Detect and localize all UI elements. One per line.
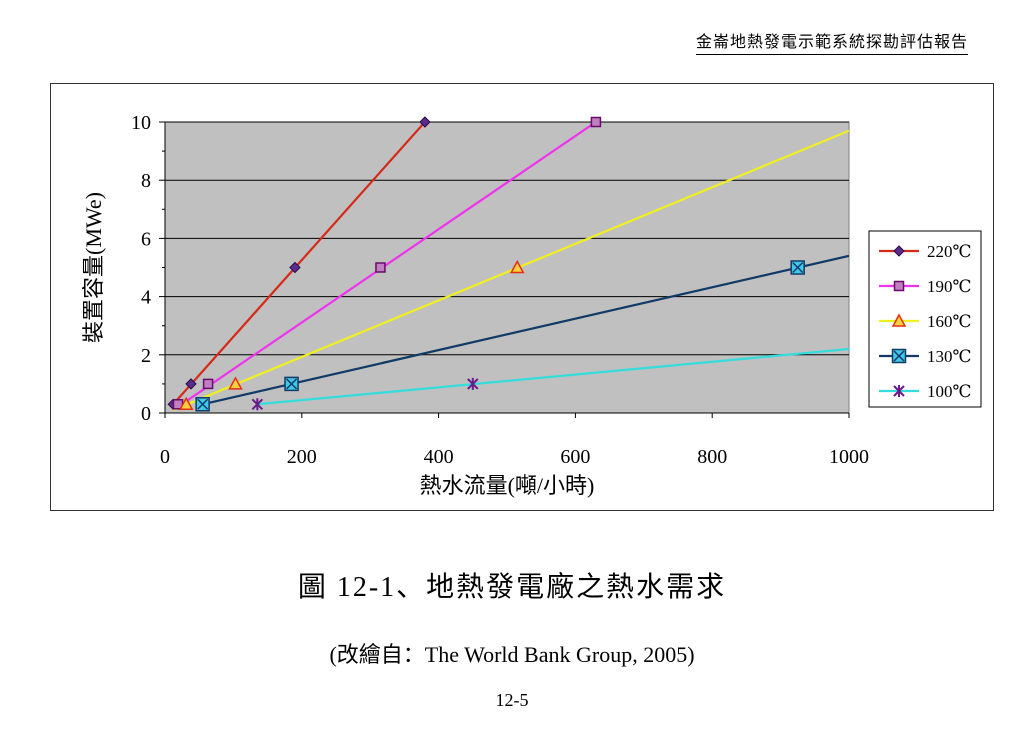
legend-label: 220℃ bbox=[927, 242, 972, 261]
data-point bbox=[375, 262, 386, 273]
series-line-3 bbox=[172, 129, 849, 412]
y-tick-label: 8 bbox=[141, 170, 151, 192]
legend-label: 100℃ bbox=[927, 382, 972, 401]
y-tick-label: 2 bbox=[141, 345, 151, 367]
figure-source: (改繪自：The World Bank Group, 2005) bbox=[329, 642, 695, 667]
plot-area bbox=[164, 121, 850, 414]
y-tick-label: 10 bbox=[131, 112, 151, 134]
data-point bbox=[185, 378, 197, 390]
data-point bbox=[178, 396, 194, 411]
data-point bbox=[509, 259, 525, 274]
legend-item: 160℃ bbox=[879, 312, 972, 331]
line-chart: 0 2 4 6 8 10 0 200 400 600 800 1000 熱水流量(噸/小時) 裝置容量(M… bbox=[81, 112, 982, 498]
legend-marker bbox=[893, 280, 905, 292]
data-point bbox=[284, 376, 299, 392]
x-tick-label: 0 bbox=[160, 446, 170, 468]
page-number: 12-5 bbox=[495, 690, 529, 710]
x-tick-label: 800 bbox=[697, 446, 727, 468]
data-point bbox=[467, 377, 479, 390]
chart-frame: 0 2 4 6 8 10 0 200 400 600 800 1000 熱水流量(噸/小時) 裝置容量(M… bbox=[50, 83, 994, 511]
legend-item: 100℃ bbox=[879, 382, 972, 401]
legend-box bbox=[868, 230, 982, 408]
legend-label: 160℃ bbox=[927, 312, 972, 331]
series-line-1 bbox=[172, 122, 426, 406]
data-point bbox=[202, 378, 214, 390]
data-point bbox=[590, 116, 602, 128]
series-line-4 bbox=[202, 254, 849, 406]
legend-marker bbox=[891, 313, 907, 327]
x-axis-label: 熱水流量(噸/小時) bbox=[420, 473, 595, 498]
legend-label: 190℃ bbox=[927, 277, 972, 296]
legend-item: 220℃ bbox=[879, 242, 972, 261]
y-tick-label: 6 bbox=[141, 228, 151, 250]
y-tick-label: 4 bbox=[141, 287, 151, 309]
figure-title: 圖 12-1、地熱發電廠之熱水需求 bbox=[297, 572, 727, 603]
data-point bbox=[419, 116, 431, 128]
x-tick-label: 1000 bbox=[829, 446, 869, 468]
data-point bbox=[228, 376, 243, 390]
data-point bbox=[195, 397, 210, 412]
data-point bbox=[251, 398, 264, 411]
legend-marker bbox=[891, 348, 907, 364]
legend-item: 130℃ bbox=[879, 347, 972, 366]
y-tick-label: 0 bbox=[141, 403, 151, 425]
x-tick-label: 200 bbox=[287, 446, 317, 468]
x-tick-label: 400 bbox=[424, 446, 454, 468]
report-header: 金崙地熱發電示範系統探勘評估報告 bbox=[695, 28, 968, 55]
data-point bbox=[289, 261, 301, 274]
legend-item: 190℃ bbox=[879, 277, 972, 296]
legend-label: 130℃ bbox=[927, 347, 972, 366]
legend-marker bbox=[893, 245, 905, 257]
data-point bbox=[790, 260, 805, 275]
legend-marker bbox=[893, 385, 905, 397]
y-axis-label: 裝置容量(MWe) bbox=[81, 192, 106, 343]
x-tick-label: 600 bbox=[560, 446, 590, 468]
series-line-5 bbox=[257, 347, 849, 406]
